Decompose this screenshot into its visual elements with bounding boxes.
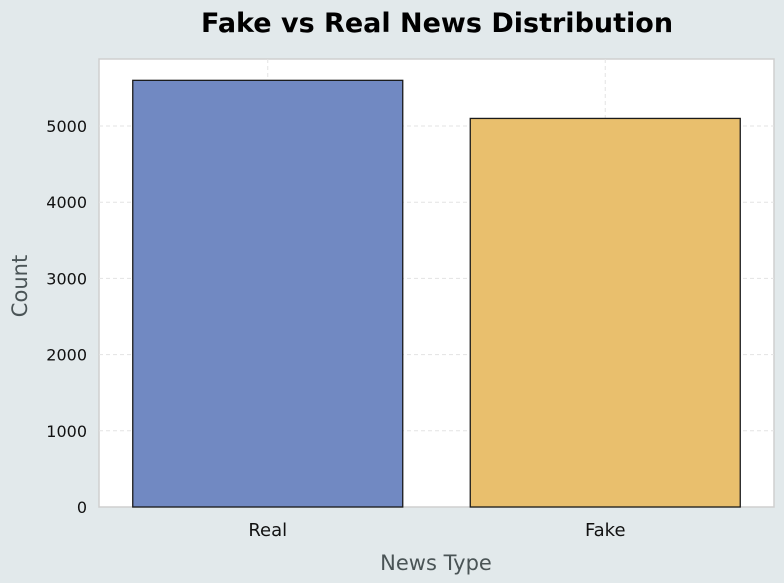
bar-fake bbox=[469, 117, 741, 508]
y-tick-label: 0 bbox=[77, 498, 87, 517]
y-tick-label: 2000 bbox=[46, 346, 87, 365]
x-axis-label: News Type bbox=[380, 551, 492, 575]
x-axis-ticks: Real Fake bbox=[248, 520, 625, 541]
y-tick-label: 3000 bbox=[46, 269, 87, 288]
bar-real bbox=[132, 79, 404, 508]
y-tick-label: 5000 bbox=[46, 117, 87, 136]
x-tick-label: Fake bbox=[585, 520, 626, 541]
y-axis-ticks: 0 1000 2000 3000 4000 5000 bbox=[46, 117, 87, 517]
y-axis-label: Count bbox=[8, 255, 32, 317]
y-tick-label: 1000 bbox=[46, 422, 87, 441]
chart-title: Fake vs Real News Distribution bbox=[201, 8, 673, 39]
bars bbox=[132, 79, 741, 508]
x-tick-label: Real bbox=[248, 520, 287, 541]
y-tick-label: 4000 bbox=[46, 193, 87, 212]
